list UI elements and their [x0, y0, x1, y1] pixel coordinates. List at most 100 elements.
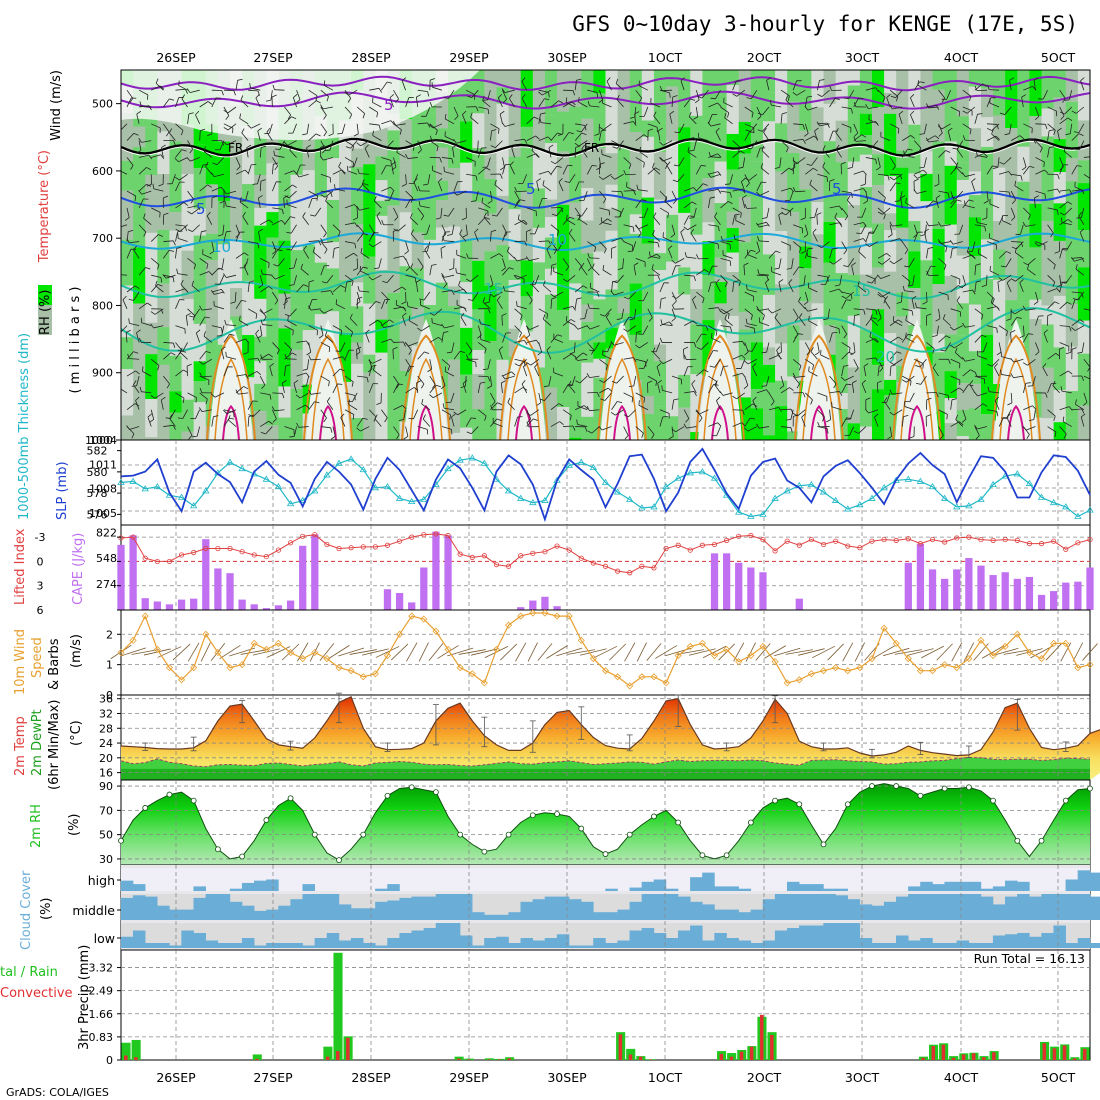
wind-barb-flag — [408, 315, 411, 321]
wind-barb — [187, 426, 193, 436]
wind-barb — [870, 318, 879, 326]
wind-barb-flag — [382, 280, 388, 284]
wind-barb-flag — [822, 416, 825, 422]
wind-barb — [528, 257, 539, 262]
wind-barb-flag — [257, 358, 261, 364]
wind-barb — [289, 308, 297, 317]
wind-barb-flag — [451, 290, 455, 295]
wind-barb — [1010, 317, 1018, 326]
wind-barb-flag — [950, 200, 955, 205]
wind-barb-flag — [241, 128, 245, 134]
wind-barb — [722, 240, 733, 242]
pressure-tick-label: 1000 — [85, 434, 113, 447]
wind-barb — [332, 426, 336, 437]
wind-barb — [851, 382, 855, 393]
wind-barb-flag — [1033, 77, 1039, 81]
wind-barb — [841, 383, 847, 394]
wind-barb-flag — [320, 104, 324, 110]
wind-barb — [912, 275, 915, 286]
wind-barb — [507, 251, 515, 259]
wind-barb-flag — [907, 148, 913, 151]
wind-barb — [214, 392, 225, 398]
rh-shading-cell — [847, 139, 861, 162]
wind-barb — [861, 383, 867, 394]
wind-barb — [771, 308, 782, 314]
wind-barb-flag — [324, 249, 328, 254]
cape-bar — [759, 572, 767, 610]
wind-barb — [456, 304, 467, 310]
wind-barb — [344, 140, 354, 147]
wind10-point — [480, 679, 488, 687]
wind-barb-flag — [877, 293, 882, 298]
rh-shading-cell — [254, 411, 267, 440]
cloud-cell — [484, 914, 497, 920]
wind10-barb — [266, 646, 291, 658]
wind-barb — [708, 241, 719, 245]
wind-barb — [1035, 157, 1045, 163]
wind-barb-flag — [482, 95, 485, 101]
wind-barb — [270, 90, 273, 101]
wind-barb — [1047, 207, 1058, 211]
rh-shading-cell — [617, 126, 631, 149]
wind-barb — [675, 258, 685, 264]
wind-barb-flag — [890, 364, 896, 367]
rh-shading-cell — [508, 209, 522, 260]
wind-barb-flag — [482, 297, 486, 303]
wind-barb-flag — [405, 153, 409, 159]
wind-barb-flag — [770, 401, 775, 406]
wind-barb — [906, 375, 915, 383]
wind-barb-flag — [844, 215, 849, 221]
wind-barb — [126, 133, 135, 141]
cloud-cell — [1005, 880, 1018, 891]
wind-barb — [901, 135, 911, 141]
wind-barb — [732, 340, 743, 343]
wind-barb — [534, 224, 540, 235]
rh-shading-cell — [242, 125, 255, 185]
wind-barb — [234, 291, 237, 302]
wind-barb-flag — [389, 319, 394, 323]
thickness-point — [359, 465, 367, 473]
wind-barb — [344, 349, 350, 360]
rh-shading-cell — [690, 374, 703, 433]
rh-shading-cell — [968, 304, 982, 328]
wind-barb-flag — [875, 309, 878, 315]
wind-barb-flag — [148, 105, 152, 111]
thickness-point — [662, 482, 670, 490]
wind-barb — [568, 384, 576, 394]
wind-barb — [262, 273, 273, 276]
wind-barb-flag — [599, 162, 605, 165]
wind-barb — [962, 254, 973, 259]
wind-barb-flag — [999, 369, 1002, 375]
wind-barb-flag — [874, 413, 879, 418]
wind-barb — [581, 148, 588, 158]
wind-barb — [587, 89, 598, 93]
wind-barb — [187, 258, 196, 265]
wind10-point — [262, 645, 270, 654]
rh-shading-cell — [920, 70, 934, 121]
wind-barb-flag — [462, 110, 467, 115]
rh-shading-cell — [254, 277, 267, 299]
lifted-index-point — [1063, 546, 1069, 552]
wind-barb — [389, 190, 394, 201]
wind-barb — [893, 358, 903, 365]
wind-barb-flag — [210, 290, 215, 295]
cloud-cell — [132, 884, 146, 891]
rh-shading-cell — [896, 150, 909, 168]
wind-barb-flag — [766, 222, 770, 227]
rh-shading-cell — [1005, 187, 1018, 210]
wind-barb — [889, 89, 899, 97]
wind10-point — [274, 639, 283, 647]
rh-shading-cell — [920, 260, 934, 304]
wind-barb-flag — [576, 78, 582, 81]
temp2m-tick-label: 32 — [99, 707, 113, 720]
wind-barb-flag — [628, 164, 632, 170]
rh-shading-cell — [738, 329, 752, 361]
lifted-index-point — [324, 541, 330, 548]
wind-barb — [882, 207, 891, 215]
wind-barb-flag — [410, 197, 414, 203]
wind-barb — [671, 291, 677, 302]
wind-barb — [591, 426, 600, 434]
lifted-index-point — [820, 541, 827, 548]
wind-barb-flag — [817, 244, 822, 249]
wind10-point — [565, 612, 573, 620]
